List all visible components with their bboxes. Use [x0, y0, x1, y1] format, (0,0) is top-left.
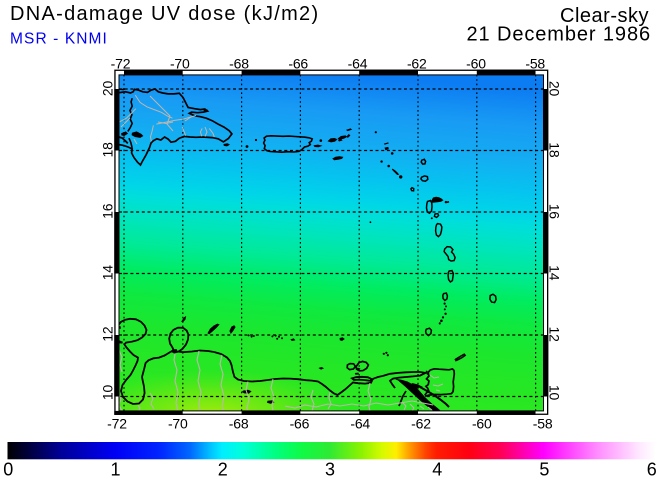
svg-text:DNA-damage UV dose (kJ/m2): DNA-damage UV dose (kJ/m2): [10, 3, 319, 25]
svg-text:-64: -64: [350, 416, 370, 432]
svg-text:12: 12: [547, 327, 563, 343]
svg-text:Clear-sky: Clear-sky: [560, 5, 649, 27]
svg-text:-70: -70: [168, 416, 188, 432]
svg-text:-66: -66: [290, 416, 310, 432]
svg-text:18: 18: [99, 142, 115, 158]
svg-text:20: 20: [547, 81, 563, 97]
svg-text:3: 3: [325, 459, 335, 479]
svg-text:-60: -60: [466, 56, 486, 72]
svg-text:10: 10: [547, 385, 563, 401]
svg-text:5: 5: [539, 459, 549, 479]
svg-text:10: 10: [99, 385, 115, 401]
svg-text:6: 6: [647, 459, 657, 479]
svg-text:14: 14: [547, 265, 563, 281]
svg-text:MSR - KNMI: MSR - KNMI: [10, 30, 108, 47]
svg-text:-64: -64: [348, 56, 368, 72]
svg-text:-62: -62: [407, 56, 427, 72]
svg-text:2: 2: [218, 459, 228, 479]
svg-text:-70: -70: [170, 56, 190, 72]
svg-text:16: 16: [547, 204, 563, 220]
svg-text:18: 18: [547, 142, 563, 158]
svg-text:1: 1: [110, 459, 120, 479]
svg-text:-68: -68: [229, 56, 249, 72]
svg-text:20: 20: [99, 81, 115, 97]
svg-text:-66: -66: [288, 56, 308, 72]
svg-text:14: 14: [99, 265, 115, 281]
svg-text:4: 4: [432, 459, 442, 479]
svg-text:-60: -60: [472, 416, 492, 432]
svg-text:12: 12: [99, 326, 115, 342]
svg-text:-62: -62: [411, 416, 431, 432]
svg-text:21 December 1986: 21 December 1986: [466, 23, 651, 45]
svg-text:0: 0: [3, 459, 13, 479]
svg-text:-68: -68: [229, 416, 249, 432]
svg-text:-58: -58: [533, 416, 553, 432]
svg-text:-72: -72: [111, 56, 131, 72]
svg-text:-58: -58: [525, 56, 545, 72]
svg-text:-72: -72: [107, 416, 127, 432]
svg-text:16: 16: [99, 203, 115, 219]
